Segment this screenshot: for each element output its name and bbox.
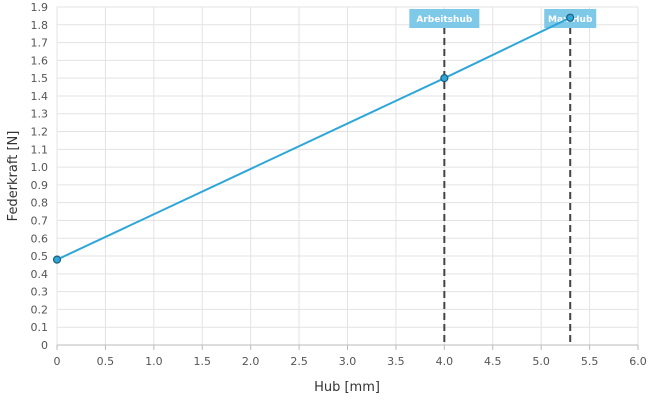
data-point (440, 74, 449, 83)
y-tick-label: 1.4 (31, 90, 49, 103)
y-tick-label: 0.1 (31, 321, 49, 334)
series-layer (52, 13, 575, 264)
x-tick-label: 4.5 (484, 355, 502, 368)
y-axis-title: Federkraft [N] (6, 131, 21, 222)
y-tick-label: 1.7 (31, 37, 49, 50)
y-tick-label: 1.3 (31, 108, 49, 121)
y-tick-label: 0.7 (31, 214, 49, 227)
y-tick-label: 0.4 (31, 268, 49, 281)
y-tick-label: 0.9 (31, 179, 49, 192)
grid (56, 6, 639, 350)
data-point (52, 255, 62, 264)
x-tick-label: 5.5 (581, 355, 599, 368)
x-tick-label: 3.0 (339, 355, 357, 368)
x-tick-label: 5.0 (532, 355, 550, 368)
y-tick-label: 0.2 (31, 303, 49, 316)
y-axis-ticks: 0 0.1 0.2 0.3 0.4 0.5 0.6 0.7 0.8 0.9 1.0 1.1 1.2 1.3… (31, 1, 49, 352)
marker-label-box (409, 9, 480, 28)
marker-label: Arbeitshub (416, 15, 473, 25)
x-tick-label: 0.5 (97, 355, 115, 368)
x-axis-ticks: 0 0.5 1.0 1.5 2.0 2.5 3.0 3.5 4.0 4.5 5.0 5.5 6.0 (54, 355, 647, 368)
y-tick-label: 1.1 (31, 143, 49, 156)
x-tick-label: 3.5 (387, 355, 405, 368)
x-tick-label: 6.0 (629, 355, 647, 368)
x-tick-label: 2.0 (242, 355, 260, 368)
y-tick-label: 1.6 (31, 54, 49, 67)
y-tick-label: 1.8 (31, 19, 49, 32)
x-tick-label: 1.0 (145, 355, 163, 368)
y-tick-label: 0 (41, 339, 48, 352)
y-tick-label: 0.3 (31, 286, 49, 299)
y-tick-label: 1.0 (31, 161, 49, 174)
x-tick-label: 0 (54, 355, 61, 368)
y-tick-label: 0.8 (31, 197, 49, 210)
y-tick-label: 0.5 (31, 250, 49, 263)
y-tick-label: 1.5 (31, 72, 49, 85)
y-tick-label: 0.6 (31, 232, 49, 245)
marker-lines: Arbeitshub Max Hub (409, 9, 597, 345)
x-tick-label: 4.0 (436, 355, 454, 368)
x-tick-label: 1.5 (194, 355, 212, 368)
x-axis-title: Hub [mm] (314, 380, 380, 395)
y-tick-label: 1.2 (31, 126, 49, 139)
data-point (566, 13, 575, 22)
x-tick-label: 2.5 (290, 355, 308, 368)
y-tick-label: 1.9 (31, 1, 49, 14)
